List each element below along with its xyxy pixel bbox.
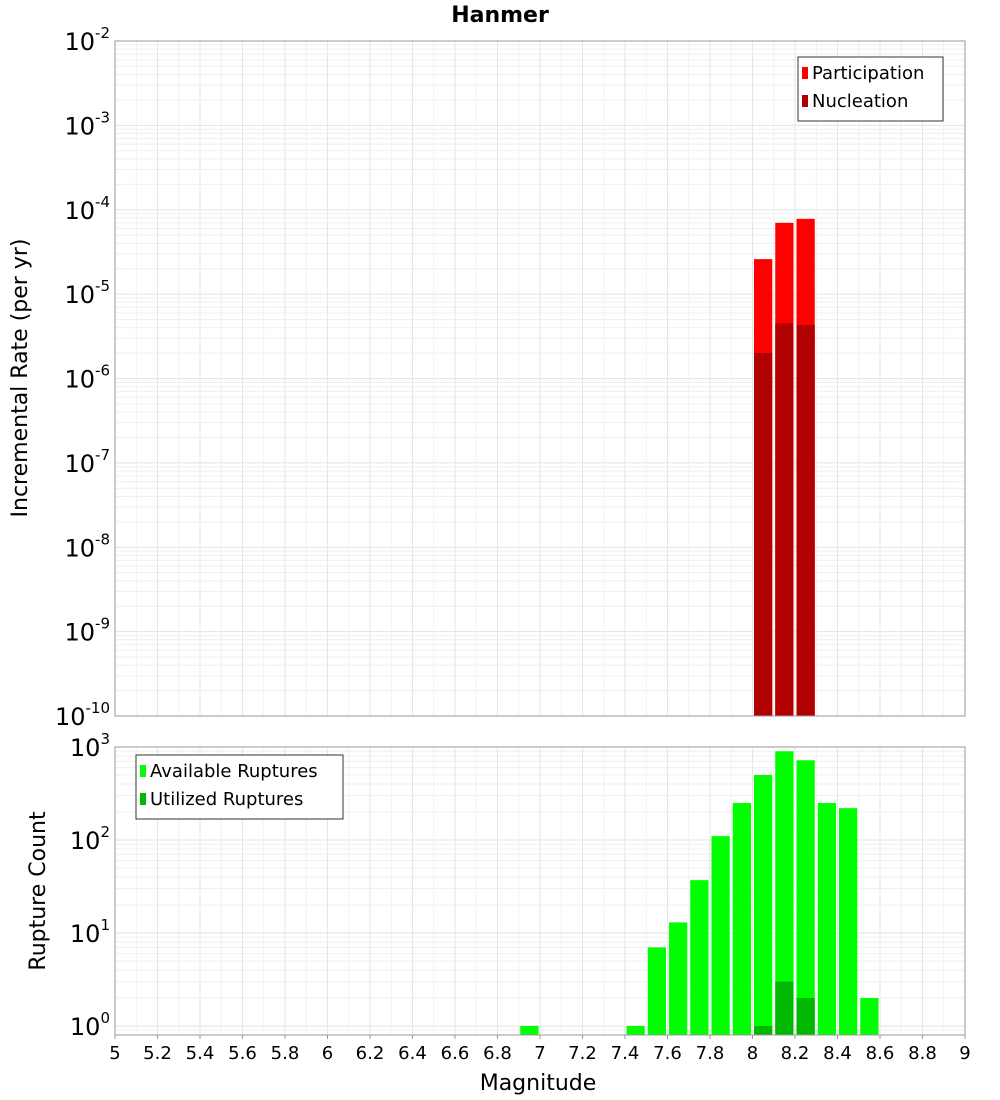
x-tick-label: 7 [534, 1043, 545, 1064]
bar-available-ruptures [626, 1025, 645, 1035]
legend-label: Participation [812, 63, 924, 84]
y-tick-label: 10-4 [64, 193, 110, 225]
x-tick-label: 5.4 [186, 1043, 215, 1064]
bar-available-ruptures [732, 802, 751, 1035]
bar-available-ruptures [796, 760, 815, 1035]
x-tick-label: 7.4 [611, 1043, 640, 1064]
legend: Participation Nucleation [797, 56, 944, 122]
x-tick-label: 6.8 [483, 1043, 512, 1064]
x-tick-label: 5.2 [143, 1043, 172, 1064]
legend-swatch [140, 765, 146, 777]
x-tick-label: 8.6 [866, 1043, 895, 1064]
x-tick-label: 6.6 [441, 1043, 470, 1064]
chart-panel-1: 10-10 10-9 10-8 10-7 10-6 10-5 10-4 10-3 10-2 Inc… [8, 24, 966, 731]
legend-swatch [802, 67, 808, 79]
y-axis-label: Incremental Rate (per yr) [8, 239, 33, 518]
bar-nucleation [775, 323, 794, 716]
x-tick-label: 5 [109, 1043, 120, 1064]
x-tick-label: 8.4 [823, 1043, 852, 1064]
x-tick-label: 7.6 [653, 1043, 682, 1064]
y-tick-label: 100 [70, 1009, 110, 1041]
y-tick-label: 10-5 [64, 277, 110, 309]
bar-utilized-ruptures [754, 1025, 773, 1035]
y-axis-label: Rupture Count [26, 811, 51, 971]
x-tick-label: 7.8 [696, 1043, 725, 1064]
legend: Available Ruptures Utilized Ruptures [135, 754, 344, 820]
y-tick-label: 10-8 [64, 530, 110, 562]
bar-available-ruptures [711, 836, 730, 1035]
legend-box [135, 754, 344, 820]
bar-available-ruptures [690, 880, 709, 1035]
bar-available-ruptures [817, 802, 836, 1035]
bar-available-ruptures [669, 922, 688, 1035]
bar-available-ruptures [775, 751, 794, 1035]
y-tick-label: 10-9 [64, 615, 110, 647]
legend-box [797, 56, 944, 122]
y-tick-label: 10-10 [55, 699, 110, 731]
x-tick-label: 8 [747, 1043, 758, 1064]
bar-available-ruptures [860, 997, 879, 1035]
x-tick-label: 5.6 [228, 1043, 257, 1064]
bar-nucleation [754, 353, 773, 716]
bar-utilized-ruptures [775, 981, 794, 1035]
y-tick-label: 10-6 [64, 362, 110, 394]
legend-label: Utilized Ruptures [150, 789, 303, 810]
bar-available-ruptures [839, 808, 858, 1035]
y-tick-label: 102 [70, 823, 110, 855]
x-tick-label: 6.2 [356, 1043, 385, 1064]
x-tick-label: 9 [959, 1043, 970, 1064]
bar-available-ruptures [647, 947, 666, 1035]
x-axis-label: Magnitude [480, 1071, 597, 1096]
y-tick-label: 103 [70, 730, 110, 762]
y-tick-label: 10-2 [64, 24, 110, 56]
bar-available-ruptures [520, 1025, 539, 1035]
y-tick-label: 10-3 [64, 108, 110, 140]
x-tick-label: 6.4 [398, 1043, 427, 1064]
bar-nucleation [796, 325, 815, 716]
legend-label: Nucleation [812, 91, 908, 112]
x-tick-label: 6 [322, 1043, 333, 1064]
x-tick-label: 8.8 [908, 1043, 937, 1064]
legend-swatch [802, 95, 808, 107]
chart-panel-2: 100 101 102 103 5 5.2 5.4 5.6 5.8 6 6.2 6.4 6.6 6.8 7 7… [26, 730, 971, 1096]
x-tick-label: 5.8 [271, 1043, 300, 1064]
bar-available-ruptures [754, 774, 773, 1035]
x-tick-label: 8.2 [781, 1043, 810, 1064]
plot-frame [114, 40, 966, 717]
legend-label: Available Ruptures [150, 761, 318, 782]
y-tick-label: 10-7 [64, 446, 110, 478]
chart-title: Hanmer [451, 3, 549, 28]
bar-utilized-ruptures [796, 997, 815, 1035]
legend-swatch [140, 793, 146, 805]
x-tick-label: 7.2 [568, 1043, 597, 1064]
y-tick-label: 101 [70, 916, 110, 948]
